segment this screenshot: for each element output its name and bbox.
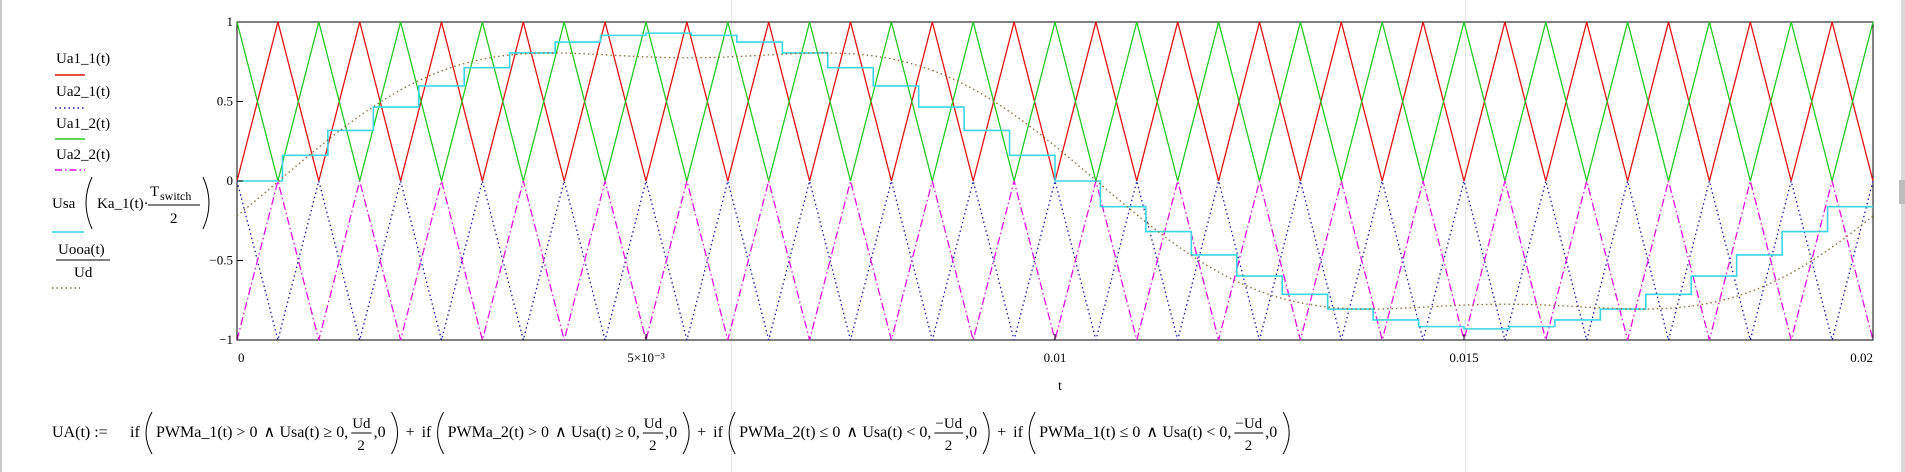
formula-fraction-num: Ud (352, 416, 371, 432)
y-tick-label: 0.5 (217, 94, 233, 109)
formula-fraction-num: −Ud (935, 416, 962, 432)
formula-condition: Usa(t) ≥ 0, (571, 424, 640, 441)
region-divider-line (1465, 0, 1466, 472)
formula-paren-left (437, 411, 444, 455)
formula-tail: ,0 (1265, 424, 1277, 441)
formula-condition: Usa(t) ≥ 0, (279, 424, 348, 441)
legend-paren-right (202, 176, 210, 230)
formula-lhs: UA(t) := (52, 424, 108, 441)
formula-paren-left (1028, 411, 1036, 455)
formula-and: ∧ (1146, 424, 1158, 441)
y-tick-label: −1 (219, 332, 233, 347)
formula-fraction-den: 2 (357, 438, 365, 454)
y-tick-label: −0.5 (209, 253, 233, 268)
axis-layer: 0 5×10⁻³ 0.01 0.015 0.02 1 0.5 0 −0.5 −1 t (209, 14, 1874, 394)
legend-label-ua1-1: Ua1_1(t) (56, 51, 110, 67)
formula-and: ∧ (263, 424, 275, 441)
window-left-edge (0, 0, 2, 472)
legend-label-ua2-2: Ua2_2(t) (56, 147, 110, 163)
series-line-ua1-2-t (236, 21, 1874, 182)
legend: Ua1_1(t) Ua2_1(t) Ua1_2(t) Ua2_2(t) Usa … (52, 51, 210, 289)
formula-terms: if PWMa_1(t) > 0 ∧ Usa(t) ≥ 0, Ud2,0 + if PWMa_… (130, 411, 1290, 455)
scrollbar-track[interactable] (1901, 0, 1905, 472)
formula-condition: PWMa_2(t) > 0 (448, 424, 549, 441)
y-tick-label: 0 (227, 173, 234, 188)
legend-label-ua1-2: Ua1_2(t) (56, 116, 110, 132)
legend-paren-left (85, 176, 93, 230)
legend-label-usa-arg: Ka_1(t)· (97, 196, 149, 212)
formula-condition: Usa(t) < 0, (862, 424, 931, 441)
series-line-ua2-1-t (236, 180, 1874, 341)
legend-label-usa-num: T (150, 184, 159, 200)
formula-plus: + (997, 424, 1006, 441)
formula-tail: ,0 (665, 424, 677, 441)
formula-definition[interactable]: UA(t) := if PWMa_1(t) > 0 ∧ Usa(t) ≥ 0, Ud2,… (52, 408, 1392, 458)
formula-if: if (1013, 424, 1023, 441)
legend-label-uooa-den: Ud (74, 265, 93, 281)
series-layer (236, 21, 1874, 341)
x-axis-label: t (1058, 379, 1062, 394)
x-tick-label: 5×10⁻³ (627, 350, 665, 365)
series-line-staircase (237, 32, 1873, 330)
formula-fraction-den: 2 (649, 438, 657, 454)
formula-fraction-num: −Ud (1235, 416, 1262, 432)
formula-condition: Usa(t) < 0, (1162, 424, 1231, 441)
formula-plus: + (406, 424, 415, 441)
formula-tail: ,0 (965, 424, 977, 441)
formula-paren-left (728, 411, 736, 455)
formula-if: if (713, 424, 723, 441)
legend-label-usa-sub: switch (160, 189, 191, 203)
chart-plot[interactable]: 0 5×10⁻³ 0.01 0.015 0.02 1 0.5 0 −0.5 −1 t Ua1_1(t… (0, 0, 1905, 395)
x-tick-label: 0.01 (1044, 350, 1067, 365)
formula-tail: ,0 (374, 424, 386, 441)
formula-and: ∧ (555, 424, 567, 441)
formula-fraction-den: 2 (1245, 438, 1253, 454)
y-tick-label: 1 (227, 14, 234, 29)
formula-plus: + (697, 424, 706, 441)
x-tick-label: 0.02 (1850, 350, 1873, 365)
scrollbar-thumb[interactable] (1899, 180, 1905, 204)
formula-condition: PWMa_1(t) > 0 (156, 424, 257, 441)
x-tick-label: 0 (238, 350, 245, 365)
formula-paren-right (682, 411, 690, 455)
legend-label-uooa-num: Uooa(t) (58, 242, 105, 258)
formula-and: ∧ (846, 424, 858, 441)
formula-paren-right (1282, 411, 1290, 455)
formula-condition: PWMa_2(t) ≤ 0 (739, 424, 840, 441)
x-tick-label: 0.015 (1449, 350, 1478, 365)
formula-fraction-num: Ud (644, 416, 663, 432)
formula-if: if (422, 424, 432, 441)
region-divider-line (731, 0, 732, 472)
series-line-ua2-2-t (236, 180, 1874, 341)
formula-if: if (130, 424, 140, 441)
series-line-reference (236, 52, 1874, 310)
legend-label-usa-den: 2 (170, 211, 178, 227)
formula-fraction-den: 2 (945, 438, 953, 454)
formula-paren-right (982, 411, 990, 455)
legend-label-usa: Usa (52, 196, 76, 212)
formula-condition: PWMa_1(t) ≤ 0 (1039, 424, 1140, 441)
legend-label-ua2-1: Ua2_1(t) (56, 84, 110, 100)
formula-paren-left (145, 411, 153, 455)
formula-paren-right (391, 411, 399, 455)
